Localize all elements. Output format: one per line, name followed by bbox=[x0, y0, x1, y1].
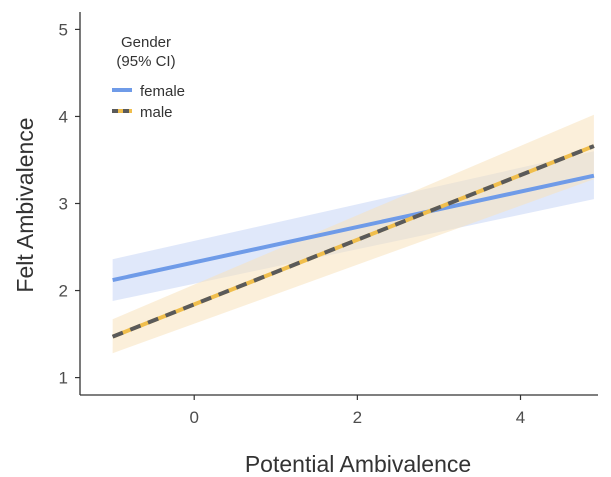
axes bbox=[75, 12, 598, 400]
y-tick-label: 4 bbox=[59, 107, 68, 126]
tick-labels: 1 2 3 4 5 0 2 4 bbox=[59, 20, 526, 427]
x-axis-title: Potential Ambivalence bbox=[245, 451, 471, 477]
y-tick-label: 5 bbox=[59, 20, 68, 39]
x-tick-label: 0 bbox=[189, 408, 198, 427]
line-female bbox=[112, 173, 595, 283]
legend-title-line1: Gender bbox=[121, 34, 171, 51]
ci-band-male bbox=[112, 114, 594, 354]
y-axis-title: Felt Ambivalence bbox=[12, 117, 38, 292]
line-male-dash bbox=[111, 144, 595, 339]
x-tick-label: 2 bbox=[353, 408, 362, 427]
legend-keys bbox=[112, 88, 132, 113]
legend-label-female: female bbox=[140, 83, 185, 100]
legend-label-male: male bbox=[140, 104, 173, 121]
plot-area bbox=[111, 114, 595, 354]
y-tick-label: 1 bbox=[59, 369, 68, 388]
x-tick-label: 4 bbox=[516, 408, 525, 427]
y-tick-label: 3 bbox=[59, 195, 68, 214]
y-tick-label: 2 bbox=[59, 282, 68, 301]
legend: Gender (95% CI) female male bbox=[112, 34, 185, 121]
legend-title-line2: (95% CI) bbox=[116, 53, 175, 70]
